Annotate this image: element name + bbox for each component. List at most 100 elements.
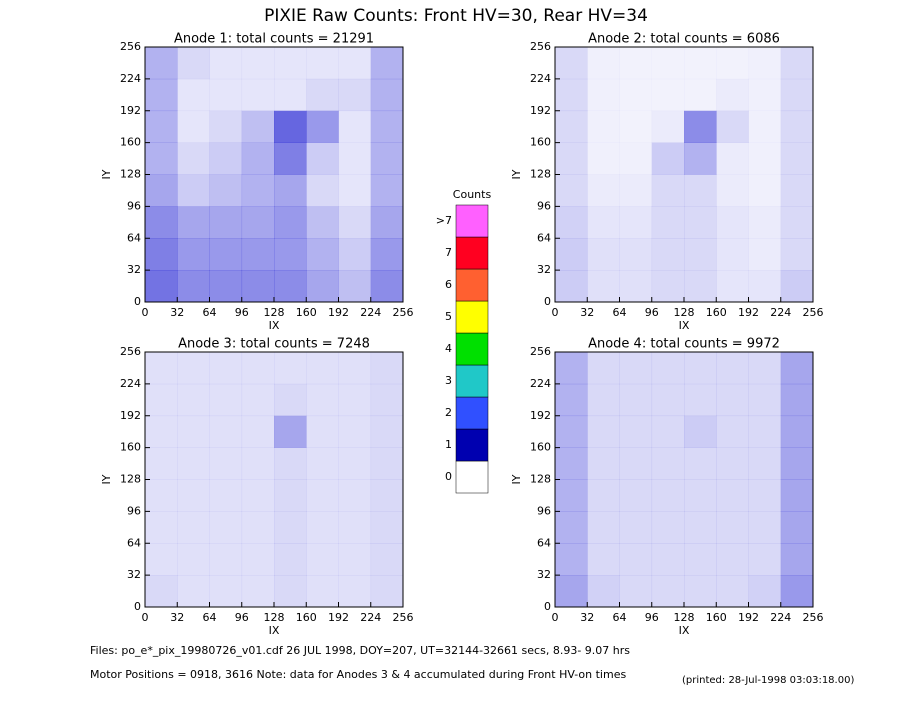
density-cell	[619, 479, 653, 512]
density-cell	[274, 270, 307, 303]
density-cell	[177, 511, 210, 544]
density-cell	[651, 543, 685, 576]
density-cell	[209, 78, 243, 112]
y-axis-label: IY	[510, 474, 523, 484]
density-cell	[684, 479, 717, 512]
density-cell	[241, 352, 275, 385]
density-cell	[651, 479, 685, 512]
density-cell	[651, 174, 685, 207]
x-tick-label: 160	[296, 306, 317, 319]
x-tick-label: 256	[803, 306, 824, 319]
colorbar-label: 2	[445, 406, 452, 419]
density-cell	[684, 78, 717, 112]
x-tick-label: 96	[645, 306, 659, 319]
density-cell	[370, 352, 404, 385]
density-cell	[619, 238, 653, 271]
density-cell	[651, 575, 685, 608]
density-cell	[748, 206, 782, 239]
density-cell	[748, 110, 782, 143]
density-cell	[145, 575, 178, 608]
density-cell	[716, 270, 749, 303]
density-cell	[651, 238, 685, 271]
x-tick-label: 160	[706, 611, 727, 624]
density-cell	[716, 511, 749, 544]
density-cell	[370, 110, 404, 143]
density-cell	[145, 174, 178, 207]
density-cell	[145, 238, 178, 271]
density-cell	[241, 47, 275, 80]
density-cell	[177, 383, 210, 417]
density-cell	[587, 383, 620, 417]
footer-line: Files: po_e*_pix_19980726_v01.cdf 26 JUL…	[90, 644, 630, 657]
density-cell	[338, 142, 372, 175]
page-title: PIXIE Raw Counts: Front HV=30, Rear HV=3…	[264, 6, 648, 26]
density-cell	[651, 352, 685, 385]
density-cell	[338, 575, 372, 608]
x-tick-label: 192	[328, 611, 349, 624]
y-tick-label: 224	[530, 377, 551, 390]
density-cell	[716, 383, 749, 417]
density-cell	[780, 47, 814, 80]
density-cell	[716, 47, 749, 80]
density-cell	[619, 383, 653, 417]
colorbar-swatch	[455, 204, 489, 238]
density-cell	[780, 352, 814, 385]
density-cell	[274, 383, 307, 417]
density-cell	[145, 142, 178, 175]
density-cell	[209, 383, 243, 417]
density-cell	[145, 543, 178, 576]
x-tick-label: 192	[328, 306, 349, 319]
density-cell	[780, 174, 814, 207]
density-cell	[619, 543, 653, 576]
density-cell	[748, 447, 782, 480]
density-cell	[684, 383, 717, 417]
density-cell	[177, 174, 210, 207]
density-cell	[716, 142, 749, 175]
density-cell	[716, 174, 749, 207]
density-cell	[684, 206, 717, 239]
x-tick-label: 64	[203, 306, 217, 319]
x-tick-label: 96	[645, 611, 659, 624]
y-tick-label: 192	[530, 409, 551, 422]
density-cell	[555, 352, 588, 385]
density-cell	[619, 511, 653, 544]
density-cell	[241, 206, 275, 239]
y-tick-label: 96	[127, 504, 141, 517]
density-cell	[306, 110, 339, 143]
density-cell	[177, 142, 210, 175]
colorbar-swatch	[455, 332, 489, 366]
density-cell	[780, 142, 814, 175]
density-cell	[555, 479, 588, 512]
density-cell	[555, 543, 588, 576]
x-tick-label: 96	[235, 306, 249, 319]
y-tick-label: 96	[537, 504, 551, 517]
y-tick-label: 160	[120, 441, 141, 454]
plot-title: Anode 2: total counts = 6086	[588, 32, 780, 47]
density-cell	[145, 511, 178, 544]
density-cell	[306, 543, 339, 576]
density-cell	[587, 543, 620, 576]
plot-title: Anode 1: total counts = 21291	[174, 32, 374, 47]
footer-line: Motor Positions = 0918, 3616 Note: data …	[90, 668, 626, 681]
density-cell	[274, 110, 307, 143]
density-cell	[780, 206, 814, 239]
density-cell	[619, 110, 653, 143]
density-cell	[209, 447, 243, 480]
density-cell	[587, 78, 620, 112]
density-cell	[209, 352, 243, 385]
density-cell	[306, 511, 339, 544]
density-cell	[145, 479, 178, 512]
x-tick-label: 64	[613, 306, 627, 319]
y-tick-label: 128	[120, 168, 141, 181]
density-cell	[177, 415, 210, 448]
density-cell	[306, 238, 339, 271]
density-cell	[619, 447, 653, 480]
x-axis-label: IX	[269, 624, 280, 637]
density-cell	[306, 479, 339, 512]
x-tick-label: 128	[674, 306, 695, 319]
density-cell	[684, 47, 717, 80]
density-cell	[780, 110, 814, 143]
density-cell	[209, 238, 243, 271]
x-tick-label: 256	[803, 611, 824, 624]
colorbar-swatch	[455, 364, 489, 398]
